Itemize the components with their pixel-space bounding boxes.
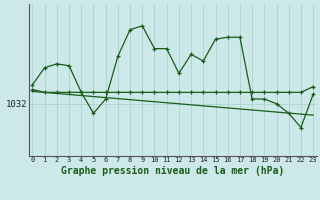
X-axis label: Graphe pression niveau de la mer (hPa): Graphe pression niveau de la mer (hPa) xyxy=(61,166,284,176)
